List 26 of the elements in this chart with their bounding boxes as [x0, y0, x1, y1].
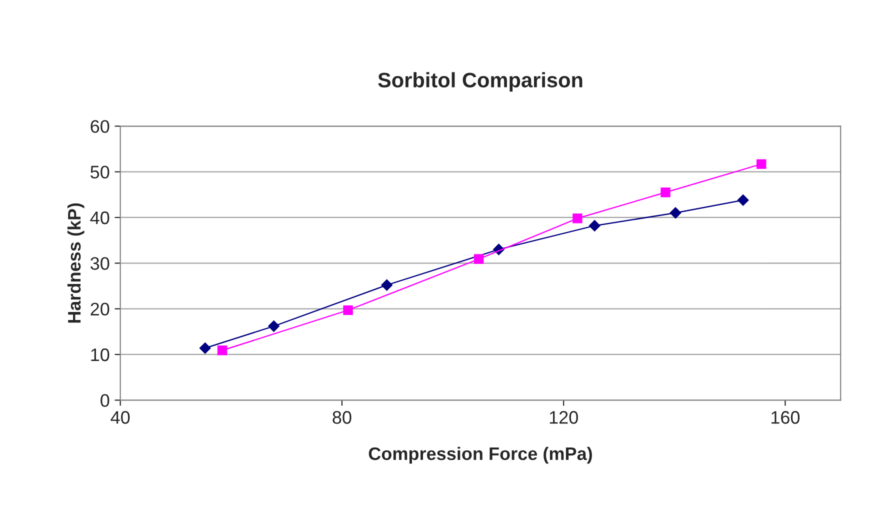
y-tick-label: 40	[90, 211, 110, 224]
x-tick-label: 160	[772, 411, 800, 424]
point	[474, 254, 484, 264]
point	[217, 346, 228, 356]
point	[572, 214, 582, 224]
y-axis-title: Hardness (kP)	[67, 203, 84, 323]
point	[589, 220, 600, 232]
point	[660, 188, 670, 198]
x-tick-label: 40	[110, 411, 130, 424]
x-tick-label: 120	[550, 411, 578, 424]
x-tick-label: 80	[332, 411, 352, 424]
y-tick-label: 0	[100, 394, 110, 407]
chart-title: Sorbitol Comparison	[378, 72, 582, 92]
point	[381, 279, 392, 291]
y-tick-label: 10	[91, 348, 110, 362]
point	[756, 159, 766, 169]
point	[268, 320, 280, 332]
y-tick-label: 60	[90, 120, 110, 133]
point	[343, 305, 353, 316]
y-tick-label: 20	[90, 302, 110, 316]
point	[200, 342, 211, 354]
y-tick-label: 30	[90, 257, 110, 270]
point	[737, 194, 749, 206]
point	[670, 207, 682, 219]
x-axis-title: Compression Force (mPa)	[368, 446, 592, 464]
y-tick-label: 50	[90, 166, 110, 179]
